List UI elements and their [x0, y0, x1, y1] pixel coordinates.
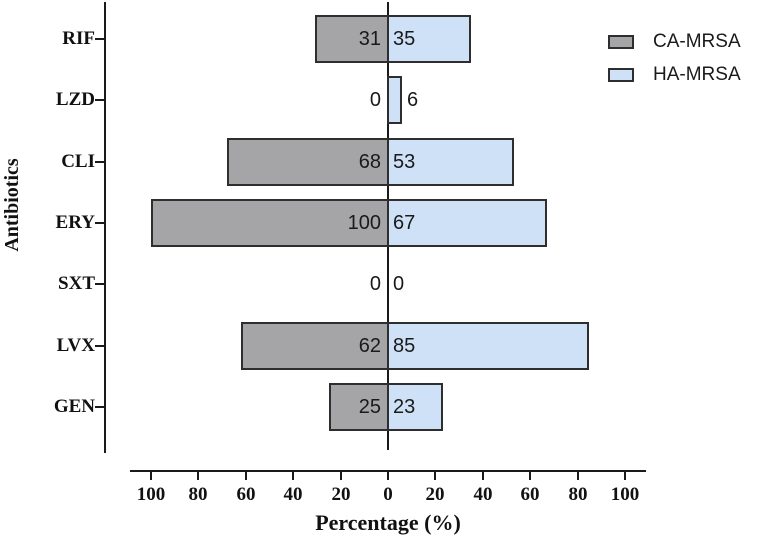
x-tick-label: 20 [331, 484, 351, 505]
x-tick [197, 470, 199, 480]
x-tick [624, 470, 626, 480]
y-axis-title: Antibiotics [1, 158, 23, 252]
x-tick-label: 100 [610, 484, 640, 505]
y-tick-ery [95, 222, 105, 224]
legend: CA-MRSA HA-MRSA [608, 30, 741, 96]
value-ca-mrsa-lzd: 0 [369, 89, 381, 111]
x-tick [434, 470, 436, 480]
value-ha-mrsa-cli: 53 [393, 151, 416, 173]
bar-ha-mrsa-rif [387, 15, 471, 63]
x-tick [529, 470, 531, 480]
bar-ha-mrsa-cli [387, 138, 514, 186]
x-axis-title: Percentage (%) [315, 510, 461, 535]
x-tick-label: 60 [520, 484, 540, 505]
legend-swatch-ha-mrsa [608, 68, 634, 82]
x-tick-label: 80 [568, 484, 588, 505]
y-tick-gen [95, 406, 105, 408]
value-ca-mrsa-cli: 68 [358, 151, 381, 173]
y-tick-lvx [95, 345, 105, 347]
legend-item-ca-mrsa: CA-MRSA [608, 30, 741, 54]
value-ha-mrsa-sxt: 0 [393, 273, 405, 295]
x-tick-label: 80 [188, 484, 208, 505]
legend-swatch-ca-mrsa [608, 35, 634, 49]
x-tick-label: 40 [283, 484, 303, 505]
x-tick [245, 470, 247, 480]
value-ha-mrsa-lvx: 85 [393, 335, 416, 357]
bar-ha-mrsa-lvx [387, 322, 589, 370]
value-ha-mrsa-gen: 23 [393, 396, 416, 418]
value-ca-mrsa-sxt: 0 [369, 273, 381, 295]
x-tick [340, 470, 342, 480]
category-label-lzd: LZD [55, 89, 95, 110]
x-tick-label: 20 [425, 484, 445, 505]
y-tick-rif [95, 38, 105, 40]
bar-ha-mrsa-lzd [387, 76, 402, 124]
x-tick [482, 470, 484, 480]
value-ha-mrsa-ery: 67 [393, 212, 416, 234]
x-tick-label: 0 [383, 484, 393, 505]
x-tick [292, 470, 294, 480]
category-label-lvx: LVX [56, 335, 95, 356]
x-tick-label: 40 [473, 484, 493, 505]
legend-item-ha-mrsa: HA-MRSA [608, 63, 741, 87]
value-ca-mrsa-ery: 100 [347, 212, 381, 234]
value-ca-mrsa-gen: 25 [358, 396, 381, 418]
bar-ca-mrsa-cli [227, 138, 389, 186]
category-label-gen: GEN [53, 396, 95, 417]
x-tick [387, 470, 389, 480]
bar-ha-mrsa-ery [387, 199, 547, 247]
legend-label-ca-mrsa: CA-MRSA [653, 31, 741, 52]
y-axis-line [104, 2, 106, 453]
x-tick-label: 100 [136, 484, 166, 505]
y-tick-cli [95, 161, 105, 163]
bar-ca-mrsa-rif [315, 15, 389, 63]
bar-ha-mrsa-gen [387, 383, 443, 431]
x-tick [577, 470, 579, 480]
category-label-ery: ERY [55, 212, 95, 233]
x-tick-label: 60 [236, 484, 256, 505]
value-ca-mrsa-lvx: 62 [358, 335, 381, 357]
value-ca-mrsa-rif: 31 [358, 28, 381, 50]
category-label-cli: CLI [61, 151, 95, 172]
y-tick-sxt [95, 283, 105, 285]
value-ha-mrsa-rif: 35 [393, 28, 416, 50]
x-tick [150, 470, 152, 480]
category-label-sxt: SXT [58, 273, 95, 294]
value-ha-mrsa-lzd: 6 [407, 89, 419, 111]
y-tick-lzd [95, 99, 105, 101]
bar-ca-mrsa-ery [151, 199, 389, 247]
legend-label-ha-mrsa: HA-MRSA [653, 64, 741, 85]
category-label-rif: RIF [62, 28, 95, 49]
